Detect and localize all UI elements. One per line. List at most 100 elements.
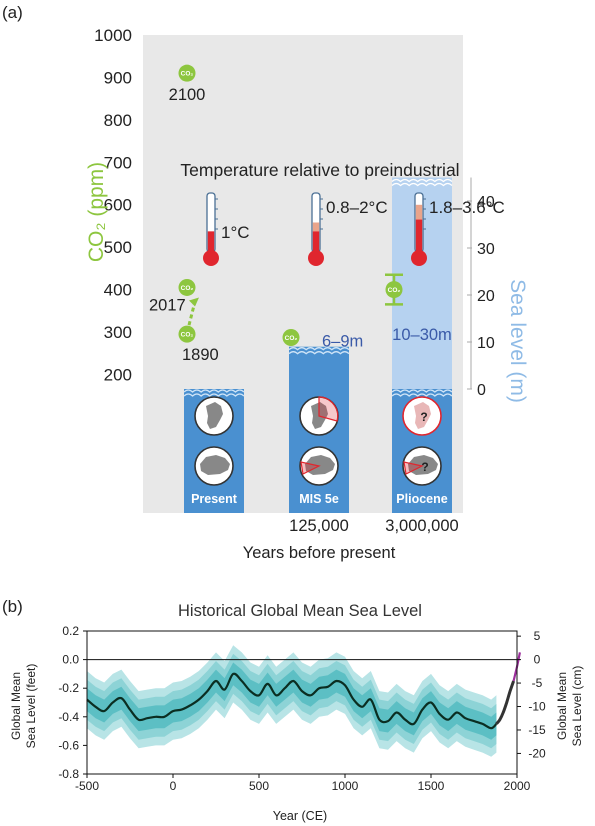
greenland-loss-wedge [318,396,339,422]
x-tick-label: 1500 [418,779,445,793]
sea-level-bars: Present MIS 5e 6–9m?? Pliocene 10–30m [183,177,453,513]
co2-marker-icon [178,64,196,82]
y-axis-label-left-line1: Global Mean [9,672,23,740]
y2-tick-label: -15 [528,723,546,737]
wave-line [391,389,453,393]
y2-tick-label: -20 [528,746,546,760]
wave-line [183,393,245,397]
uncertainty-bands [87,645,497,757]
panel-b-chart: (b) Historical Global Mean Sea Level -50… [2,597,584,823]
wave-line [391,393,453,397]
x-tick-label: 0 [170,779,177,793]
co2-tick-label: 400 [104,281,132,300]
y-tick-label: -0.4 [58,710,79,724]
co2-marker-text: CO₂ [285,335,298,342]
thermometer-bulb-icon [203,250,219,266]
temperature-label: 1°C [221,223,250,242]
plot-frame [86,630,518,775]
panel-b-label: (b) [2,597,23,616]
y-axis-label-left: Global Mean Sea Level (feet) [9,664,38,749]
temperature-label: 1.8–3.6°C [429,198,505,217]
co2-label: 1890 [182,346,219,364]
co2-markers: CO₂ 2100 CO₂ 2017 CO₂ 1890 CO₂ CO₂ [149,64,403,364]
co2-marker-text: CO₂ [181,285,194,292]
co2-tick-label: 200 [104,365,132,384]
x-axis: 125,000 3,000,000 [289,517,459,535]
uncertainty-band-inner [87,662,497,740]
antarctica-loss-wedge [300,461,321,475]
y2-tick-label: 5 [534,629,541,643]
co2-tick-label: 800 [104,111,132,130]
co2-marker-icon [178,325,196,343]
wave-line [391,182,453,187]
greenland-question: ? [420,410,427,424]
sea-level-tick-label: 30 [477,241,495,258]
co2-tick-label: 700 [104,153,132,172]
co2-tick-label: 600 [104,196,132,215]
wave-line [183,389,245,393]
x-tick-label: 3,000,000 [385,517,458,535]
x-axis-label: Years before present [243,544,396,562]
antarctica-question: ? [421,460,428,474]
y2-tick-label: 0 [534,653,541,667]
category-label: Pliocene [396,492,447,506]
antarctica-shape [305,455,335,475]
category-label: MIS 5e [299,492,339,506]
panel-a-chart: (a) 200 300 400 500 600 700 800 900 1000 0 10 20 30… [2,3,529,562]
wave-line [288,351,350,355]
co2-marker-icon [282,329,300,347]
antarctica-loss-wedge [403,461,424,475]
y-tick-label: 0.0 [62,653,79,667]
y-tick-label: 0.2 [62,624,79,638]
y2-tick-label: -5 [532,676,543,690]
co2-marker-text: CO₂ [181,332,194,339]
instrumental-line [495,680,516,725]
sea-level-axis-label: Sea level (m) [506,279,529,403]
panel-a-label: (a) [2,3,23,22]
x-tick-label: 2000 [504,779,531,793]
category-label: Present [191,492,238,506]
panel-b-axes: -500 0 500 1000 1500 2000 -0.8 -0.6 -0.4 -0.2 0.0 0… [58,624,546,793]
temperature-label: 0.8–2°C [326,198,388,217]
panel-b-title: Historical Global Mean Sea Level [178,602,422,620]
sea-level-range-label: 6–9m [322,333,363,351]
temperature-title: Temperature relative to preindustrial [180,160,459,180]
co2-label: 2017 [149,296,186,314]
y-axis-label-right-line2: Sea Level (cm) [570,666,584,747]
y-axis-label-right: Global Mean Sea Level (cm) [555,666,584,747]
sea-level-tick-label: 10 [477,335,495,352]
y2-tick-label: -10 [528,700,546,714]
co2-marker-icon [178,278,196,296]
x-tick-label: 1000 [332,779,359,793]
thermometer-range-fill [415,204,423,220]
thermometer-fill [312,231,320,254]
co2-tick-label: 1000 [94,26,132,45]
thermometer-bulb-icon [411,250,427,266]
y-axis-label-left-line2: Sea Level (feet) [24,664,38,749]
wave-line [288,347,350,351]
co2-axis: 200 300 400 500 600 700 800 900 1000 [94,26,132,384]
reconstruction-line [86,672,498,730]
thermometer-range-fill [312,222,320,232]
y-tick-label: -0.6 [58,738,79,752]
greenland-shape [414,402,431,429]
co2-marker-icon [385,281,403,299]
x-axis-label-b: Year (CE) [273,809,327,823]
thermometers: 1°C 0.8–2°C 1.8–3.6°C [203,192,505,266]
co2-axis-label: CO₂ (ppm) [85,162,108,262]
y-tick-label: -0.2 [58,681,79,695]
x-tick-label: -500 [75,779,99,793]
x-tick-label: 125,000 [289,517,349,535]
y-axis-label-right-line1: Global Mean [555,672,569,740]
sea-level-tick-label: 0 [477,382,486,399]
antarctica-shape [408,455,438,475]
panel-a: (a) 200 300 400 500 600 700 800 900 1000 0 10 20 30… [2,3,529,562]
co2-label: 2100 [169,86,206,104]
co2-tick-label: 900 [104,68,132,87]
wave-line [391,178,453,183]
co2-tick-label: 500 [104,238,132,257]
x-tick-label: 500 [249,779,269,793]
y-tick-label: -0.8 [58,767,79,781]
thermometer-fill [415,219,423,254]
sea-level-range-label: 10–30m [392,326,452,344]
